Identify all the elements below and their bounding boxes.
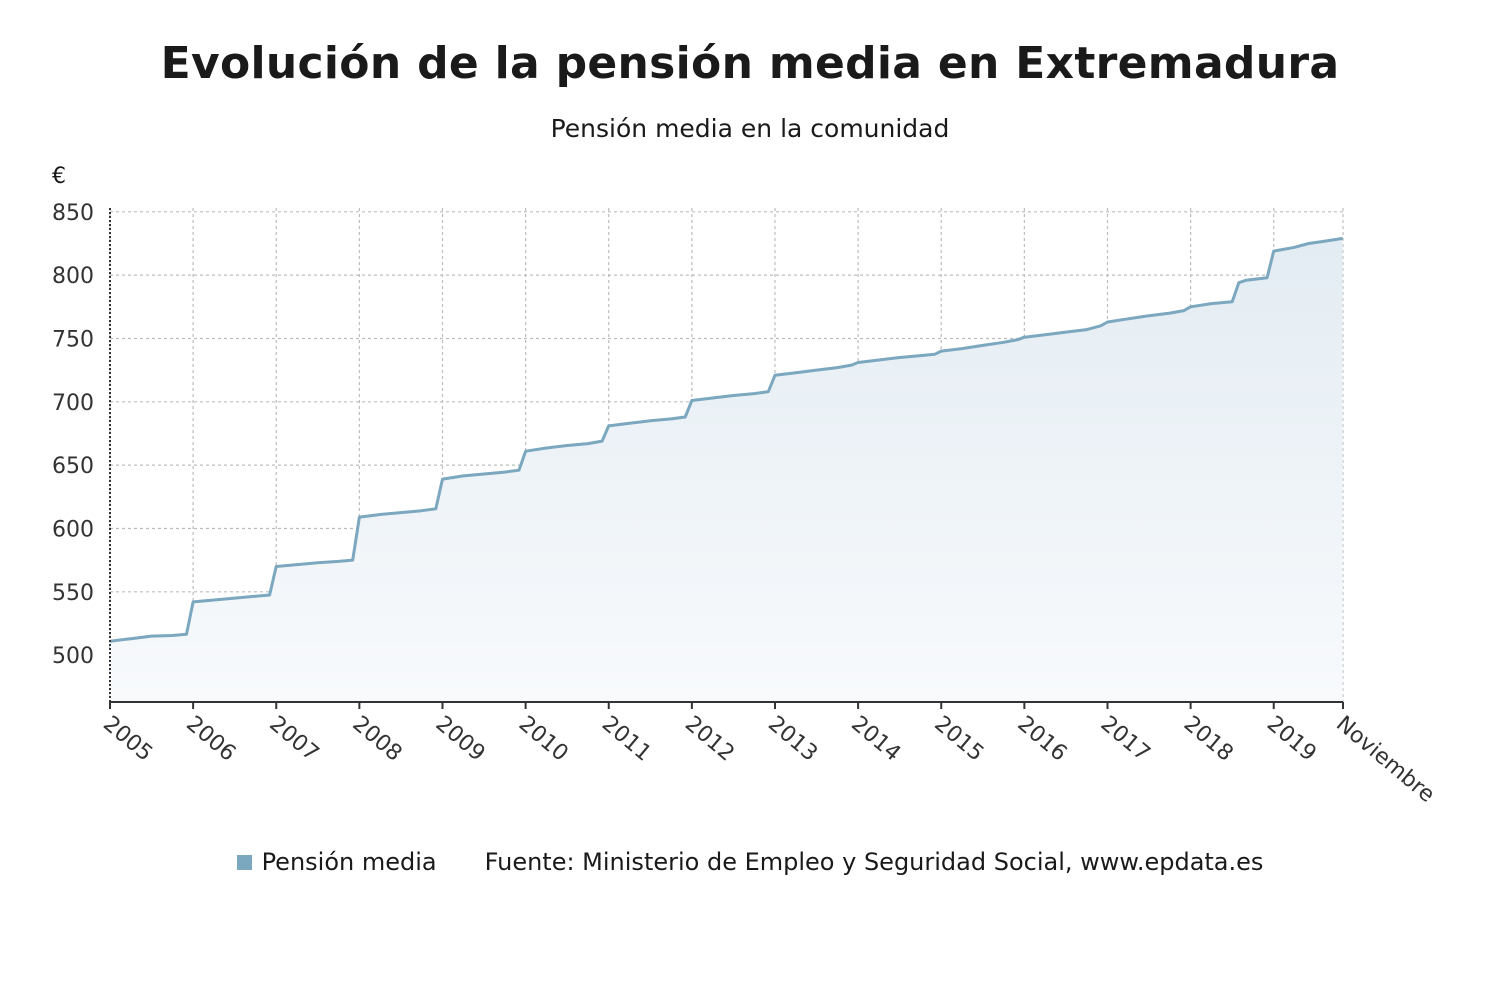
x-tick-label: 2008 [348,711,407,766]
x-tick-label: 2011 [597,711,656,766]
x-tick-label: 2005 [98,711,157,766]
y-axis-unit: € [52,164,66,189]
y-tick-label: 750 [52,327,94,352]
x-tick-label: 2012 [680,711,739,766]
x-tick-label: 2016 [1013,711,1072,766]
axes [109,208,1344,709]
x-tick-label: 2014 [846,711,905,766]
series-area [110,238,1343,702]
legend-item: Pensión media [236,848,437,876]
y-tick-labels: 500 550 600 650 700 750 800 850 [52,201,94,669]
x-tick-label: 2013 [763,711,822,766]
y-tick-label: 850 [52,201,94,226]
y-tick-label: 550 [52,581,94,606]
source-note: Fuente: Ministerio de Empleo y Seguridad… [484,848,1264,876]
y-tick-label: 800 [52,264,94,289]
x-tick-label: 2017 [1096,711,1155,766]
x-tick-labels: 2005 2006 2007 2008 2009 2010 2011 2012 2013 2014… [98,711,1439,807]
x-tick-label: 2019 [1262,711,1321,766]
x-tick-label: 2009 [431,711,490,766]
x-tick-label: Noviembre [1331,711,1439,807]
x-tick-label: 2018 [1179,711,1238,766]
y-tick-label: 600 [52,517,94,542]
x-tick-label: 2015 [929,711,988,766]
x-tick-label: 2006 [181,711,240,766]
legend-swatch [236,854,252,870]
x-tick-label: 2007 [264,711,323,766]
x-tick-label: 2010 [514,711,573,766]
series-line [109,236,1343,643]
y-tick-label: 650 [52,454,94,479]
y-tick-label: 700 [52,391,94,416]
chart-subtitle: Pensión media en la comunidad [550,114,950,143]
y-tick-label: 500 [52,644,94,669]
legend-label: Pensión media [261,848,437,876]
chart-title: Evolución de la pensión media en Extrema… [160,38,1340,89]
chart-footer: Pensión media Fuente: Ministerio de Empl… [0,848,1500,876]
